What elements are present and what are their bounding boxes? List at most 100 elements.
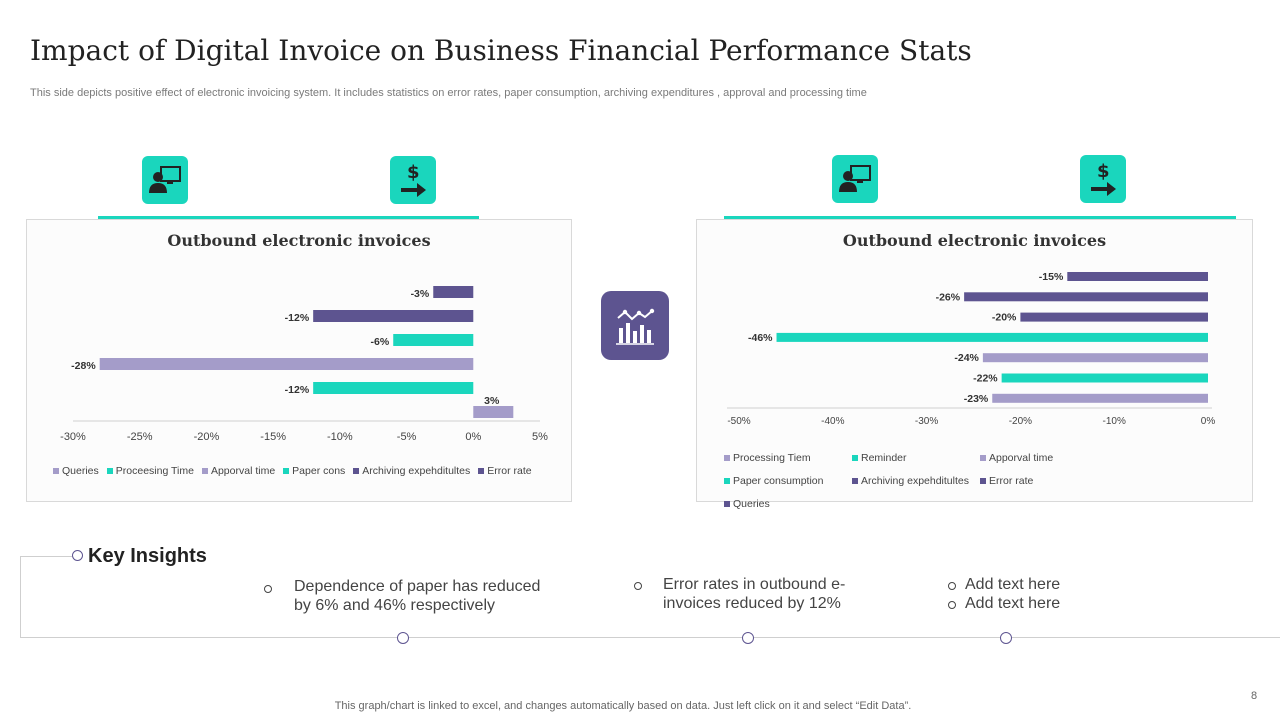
legend-label: Proceesing Time (115, 465, 194, 477)
bar (1001, 373, 1208, 383)
insight-text: Add text here (965, 595, 1061, 612)
data-label: -12% (285, 384, 310, 396)
legend-item: Archiving expehditultes (852, 475, 972, 487)
data-label: -15% (1039, 271, 1064, 283)
legend-item: Queries (724, 498, 844, 510)
insights-heading-dot (72, 550, 83, 561)
tick-label: -25% (127, 431, 153, 443)
bar (313, 310, 474, 322)
page-number: 8 (1251, 690, 1258, 702)
bar (393, 334, 474, 346)
bar (776, 332, 1208, 342)
chart-legend: Processing Tiem Reminder Apporval time Pape… (724, 452, 1224, 510)
tick-label: -20% (194, 431, 220, 443)
legend-item: Proceesing Time (106, 465, 194, 477)
tick-label: -5% (397, 431, 417, 443)
legend-item: Paper cons (283, 465, 345, 477)
footnote: This graph/chart is linked to excel, and… (334, 700, 912, 712)
timeline-dot (742, 632, 754, 644)
bar (433, 286, 474, 298)
tick-label: -20% (1009, 416, 1032, 427)
bullet-icon (634, 582, 642, 590)
insight-text: Error rates in outbound e-invoices reduc… (663, 576, 846, 612)
bar (473, 406, 514, 418)
user-computer-icon (142, 156, 188, 204)
data-label: -46% (748, 332, 773, 344)
legend-label: Error rate (487, 465, 532, 477)
legend-label: Processing Tiem (733, 452, 811, 464)
page-subtitle: This side depicts positive effect of ele… (30, 87, 867, 99)
bullet-icon (264, 585, 272, 593)
data-label: -6% (371, 336, 390, 348)
legend-item: Error rate (478, 465, 532, 477)
legend-swatch (724, 478, 730, 484)
dollar-transfer-icon: $ (390, 156, 436, 204)
insight-text: Add text here (965, 576, 1061, 593)
tick-label: 5% (532, 431, 548, 443)
legend-item: Error rate (980, 475, 1100, 487)
data-label: -26% (936, 291, 961, 303)
legend-swatch (852, 455, 858, 461)
legend-swatch (201, 468, 208, 474)
bullet-icon (948, 601, 956, 609)
legend-label: Paper cons (292, 465, 346, 477)
legend-label: Apporval time (210, 465, 276, 477)
chart-legend: Queries Proceesing Time Apporval time Paper… (53, 465, 573, 477)
legend-swatch (53, 468, 59, 474)
legend-item: Apporval time (201, 465, 276, 477)
legend-item: Reminder (852, 452, 972, 464)
legend-item: Queries (53, 465, 99, 477)
legend-swatch (106, 468, 113, 474)
data-label: -28% (71, 360, 96, 372)
timeline-dot (1000, 632, 1012, 644)
left-bar-chart[interactable]: -3% -12% -6% -28% -12% 3% -30% -25% -20% -15% -10%… (27, 220, 573, 460)
tick-label: -15% (260, 431, 286, 443)
svg-text:$: $ (407, 162, 420, 183)
bar (992, 393, 1208, 403)
tick-label: -50% (727, 416, 750, 427)
bar-line-chart-icon (601, 291, 669, 360)
legend-item: Paper consumption (724, 475, 844, 487)
bar (1020, 312, 1208, 322)
right-accent-line (724, 216, 1236, 220)
left-chart-panel[interactable]: Outbound electronic invoices -3% -12% -6% -… (26, 219, 572, 502)
legend-label: Archiving expehditultes (861, 475, 969, 487)
legend-swatch (980, 455, 986, 461)
legend-swatch (980, 478, 986, 484)
svg-text:$: $ (1097, 161, 1110, 182)
left-accent-line (98, 216, 479, 220)
right-bar-chart[interactable]: -15% -26% -20% -46% -24% -22% -23% -50% -40% -30%… (697, 220, 1254, 440)
data-label: -12% (285, 312, 310, 324)
legend-swatch (852, 478, 858, 484)
bar (313, 382, 474, 394)
legend-swatch (353, 468, 360, 474)
legend-item: Processing Tiem (724, 452, 844, 464)
legend-swatch (478, 468, 485, 474)
tick-label: -10% (327, 431, 353, 443)
page-title: Impact of Digital Invoice on Business Fi… (30, 34, 972, 67)
right-chart-panel[interactable]: Outbound electronic invoices -15% -26% -20… (696, 219, 1254, 510)
legend-swatch (724, 501, 730, 507)
tick-label: -30% (60, 431, 86, 443)
insights-top-rule (20, 556, 72, 557)
dollar-transfer-icon: $ (1080, 155, 1126, 203)
data-label: -23% (964, 393, 989, 405)
tick-label: -10% (1103, 416, 1126, 427)
insight-text: Dependence of paper has reduced by 6% an… (294, 578, 541, 614)
data-label: -24% (954, 352, 979, 364)
bar (982, 353, 1208, 363)
legend-label: Queries (62, 465, 99, 477)
legend-swatch (283, 468, 290, 474)
bar (1067, 272, 1208, 281)
chart-title: Outbound electronic invoices (842, 231, 1107, 250)
tick-label: 0% (1201, 416, 1216, 427)
insights-frame (20, 556, 1280, 638)
tick-label: -30% (915, 416, 938, 427)
data-label: -20% (992, 312, 1017, 324)
data-label: 3% (484, 395, 500, 407)
insights-heading: Key Insights (88, 545, 207, 567)
legend-swatch (724, 455, 730, 461)
data-label: -3% (411, 288, 430, 300)
legend-label: Reminder (861, 452, 907, 464)
user-computer-icon (832, 155, 878, 203)
